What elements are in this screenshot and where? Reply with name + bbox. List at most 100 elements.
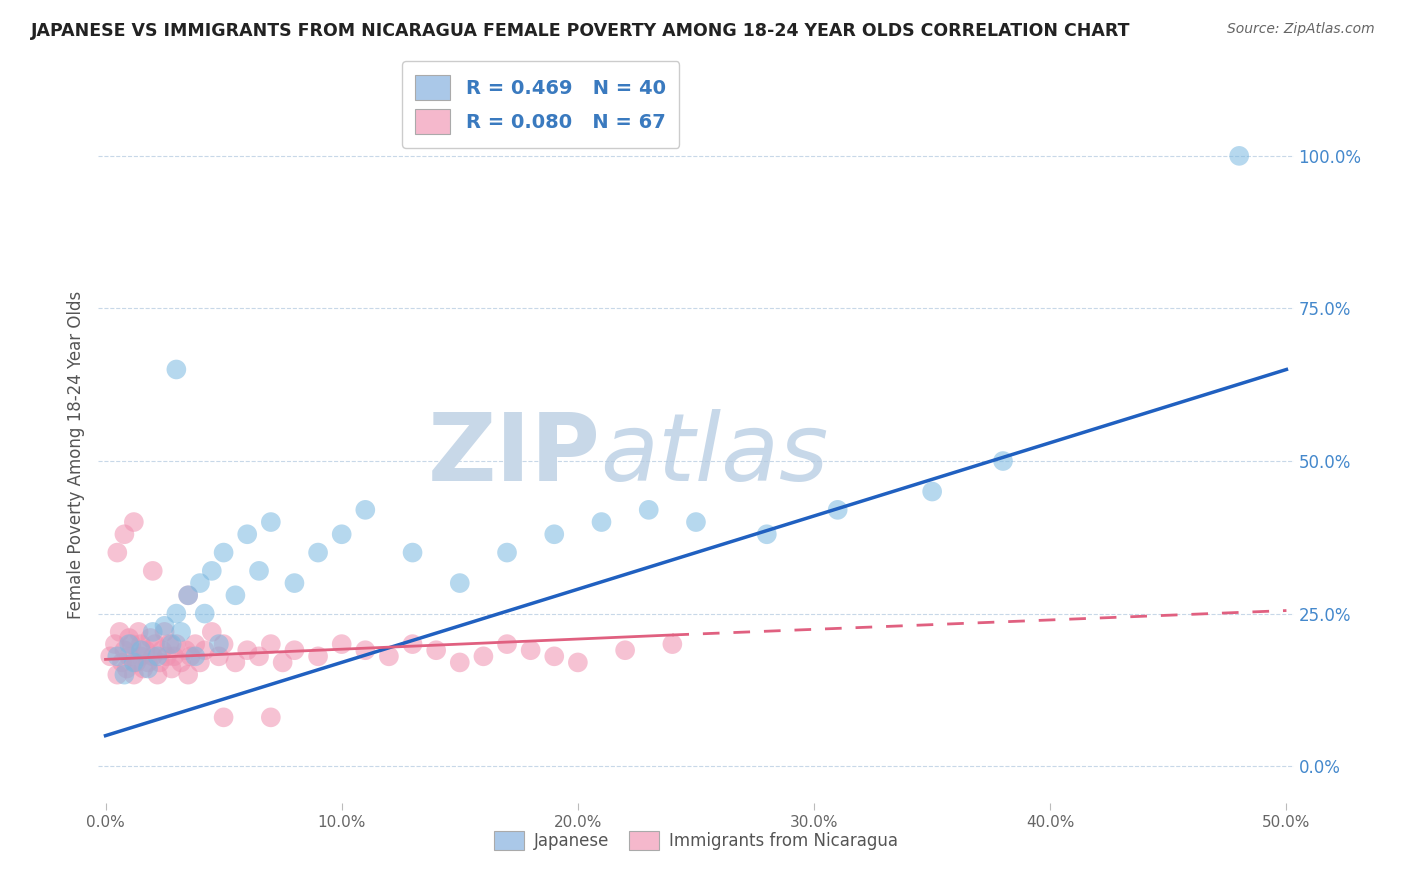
Legend: Japanese, Immigrants from Nicaragua: Japanese, Immigrants from Nicaragua bbox=[486, 824, 905, 857]
Point bbox=[401, 637, 423, 651]
Point bbox=[224, 588, 246, 602]
Point bbox=[122, 515, 145, 529]
Point bbox=[194, 607, 217, 621]
Point bbox=[519, 643, 541, 657]
Point bbox=[135, 643, 157, 657]
Point bbox=[201, 624, 224, 639]
Point bbox=[591, 515, 613, 529]
Point bbox=[201, 564, 224, 578]
Point bbox=[160, 661, 183, 675]
Point bbox=[307, 545, 329, 559]
Point bbox=[105, 545, 128, 559]
Point bbox=[157, 637, 180, 651]
Point bbox=[991, 454, 1014, 468]
Point bbox=[177, 588, 200, 602]
Point bbox=[153, 624, 176, 639]
Point bbox=[112, 527, 135, 541]
Point bbox=[188, 656, 211, 670]
Point bbox=[184, 649, 207, 664]
Point bbox=[755, 527, 778, 541]
Point bbox=[146, 667, 169, 681]
Point bbox=[212, 710, 235, 724]
Point bbox=[260, 710, 283, 724]
Point bbox=[354, 643, 377, 657]
Point bbox=[111, 656, 134, 670]
Point bbox=[247, 564, 270, 578]
Point bbox=[543, 527, 565, 541]
Point bbox=[122, 667, 145, 681]
Point bbox=[142, 649, 165, 664]
Point bbox=[496, 637, 519, 651]
Point bbox=[128, 624, 150, 639]
Point bbox=[271, 656, 294, 670]
Point bbox=[129, 643, 152, 657]
Point bbox=[170, 624, 193, 639]
Point bbox=[661, 637, 683, 651]
Point bbox=[115, 661, 138, 675]
Point bbox=[118, 649, 141, 664]
Point bbox=[283, 643, 305, 657]
Point bbox=[567, 656, 589, 670]
Text: Source: ZipAtlas.com: Source: ZipAtlas.com bbox=[1227, 22, 1375, 37]
Point bbox=[136, 656, 159, 670]
Point bbox=[160, 637, 183, 651]
Point bbox=[208, 649, 231, 664]
Point bbox=[637, 503, 659, 517]
Point bbox=[121, 637, 143, 651]
Point bbox=[146, 649, 169, 664]
Point bbox=[330, 637, 353, 651]
Point bbox=[614, 643, 637, 657]
Point bbox=[112, 667, 135, 681]
Point bbox=[153, 619, 176, 633]
Point bbox=[156, 649, 179, 664]
Point bbox=[98, 649, 121, 664]
Point bbox=[139, 631, 162, 645]
Point bbox=[685, 515, 707, 529]
Point bbox=[105, 649, 128, 664]
Point bbox=[104, 637, 127, 651]
Point bbox=[184, 637, 207, 651]
Point bbox=[212, 545, 235, 559]
Point bbox=[129, 649, 152, 664]
Point bbox=[142, 624, 165, 639]
Point bbox=[112, 643, 135, 657]
Point bbox=[247, 649, 270, 664]
Point bbox=[150, 643, 173, 657]
Point bbox=[224, 656, 246, 670]
Text: atlas: atlas bbox=[600, 409, 828, 500]
Point bbox=[125, 656, 148, 670]
Point bbox=[177, 667, 200, 681]
Point bbox=[1227, 149, 1250, 163]
Point bbox=[149, 656, 172, 670]
Y-axis label: Female Poverty Among 18-24 Year Olds: Female Poverty Among 18-24 Year Olds bbox=[66, 291, 84, 619]
Point bbox=[163, 649, 186, 664]
Point bbox=[401, 545, 423, 559]
Point bbox=[105, 667, 128, 681]
Point bbox=[165, 607, 187, 621]
Point bbox=[208, 637, 231, 651]
Point bbox=[122, 656, 145, 670]
Point bbox=[177, 588, 200, 602]
Point bbox=[180, 649, 202, 664]
Point bbox=[378, 649, 401, 664]
Point bbox=[136, 661, 159, 675]
Point bbox=[260, 637, 283, 651]
Point bbox=[236, 527, 259, 541]
Point bbox=[108, 624, 131, 639]
Point bbox=[118, 637, 141, 651]
Point bbox=[472, 649, 495, 664]
Text: JAPANESE VS IMMIGRANTS FROM NICARAGUA FEMALE POVERTY AMONG 18-24 YEAR OLDS CORRE: JAPANESE VS IMMIGRANTS FROM NICARAGUA FE… bbox=[31, 22, 1130, 40]
Point bbox=[330, 527, 353, 541]
Point bbox=[425, 643, 447, 657]
Point bbox=[165, 637, 187, 651]
Point bbox=[142, 564, 165, 578]
Point bbox=[129, 637, 152, 651]
Point bbox=[449, 576, 471, 591]
Point bbox=[496, 545, 519, 559]
Point bbox=[283, 576, 305, 591]
Point bbox=[354, 503, 377, 517]
Point bbox=[212, 637, 235, 651]
Point bbox=[260, 515, 283, 529]
Point bbox=[236, 643, 259, 657]
Point bbox=[921, 484, 943, 499]
